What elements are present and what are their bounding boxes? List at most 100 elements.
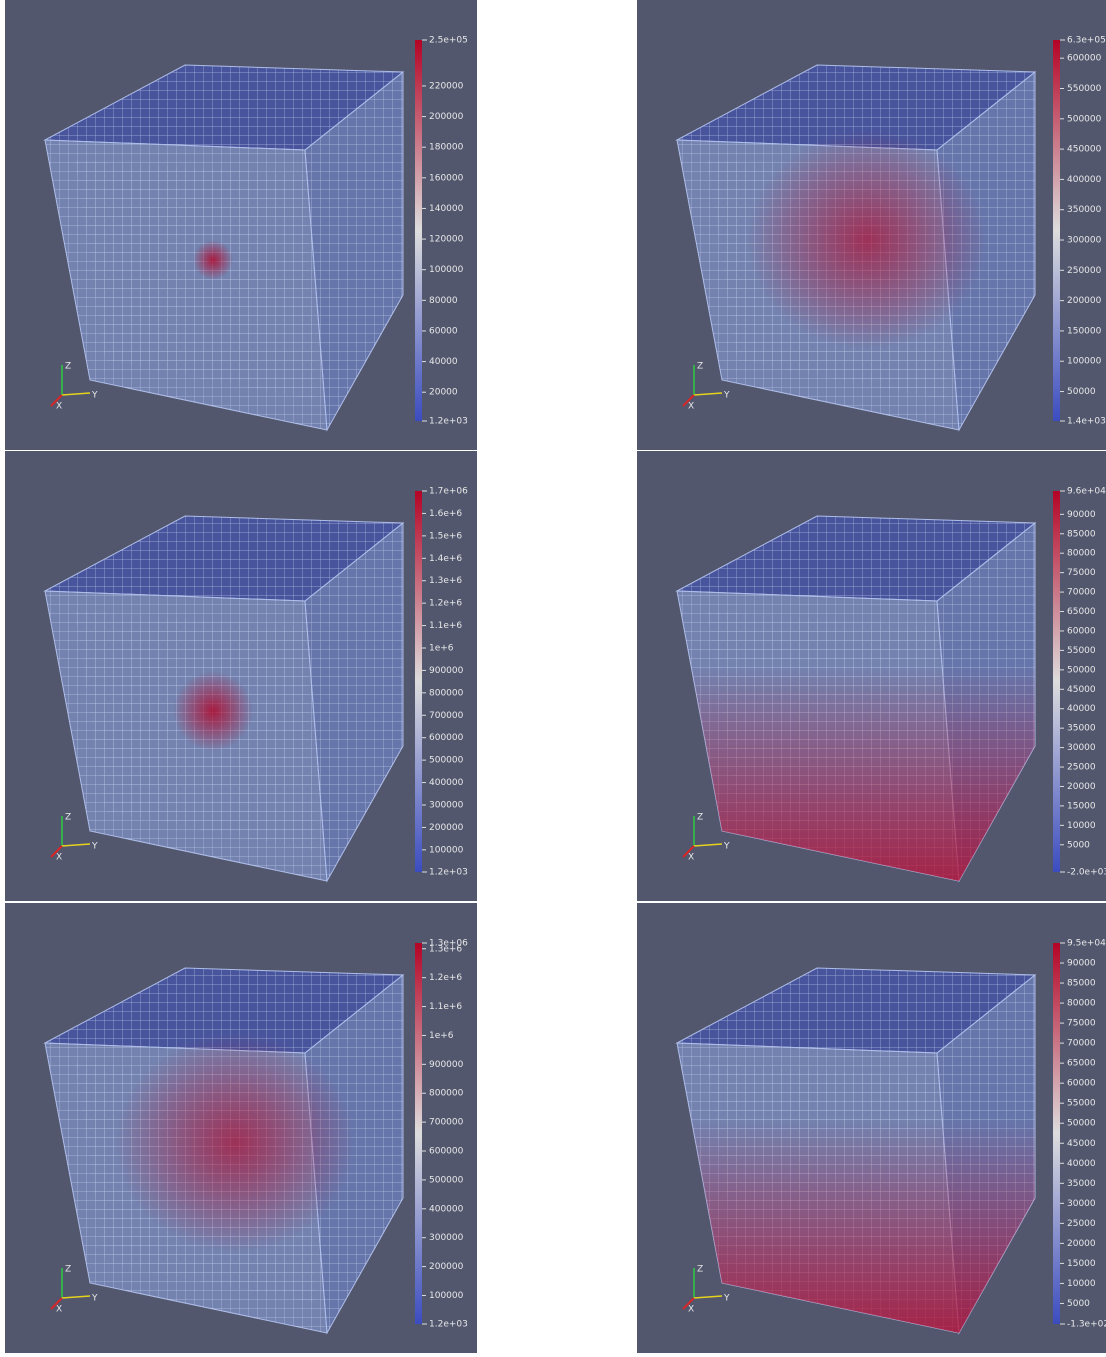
colorbar-tick-label: 900000 bbox=[429, 1060, 464, 1070]
triad-label: Y bbox=[723, 391, 730, 401]
colorbar-tick-label: 55000 bbox=[1067, 1099, 1096, 1109]
colorbar-tick-label: 5000 bbox=[1067, 840, 1090, 850]
triad-label: Y bbox=[723, 1294, 730, 1304]
triad-y bbox=[693, 1295, 723, 1299]
colorbar-tick-label: 160000 bbox=[429, 173, 464, 183]
colorbar-tick-label: 600000 bbox=[1067, 54, 1102, 64]
colorbar-tick-label: 1.4e+6 bbox=[429, 554, 462, 564]
colorbar-range-label: -2.0e+03 bbox=[1067, 868, 1106, 878]
colorbar-tick-label: 100000 bbox=[429, 265, 464, 275]
colorbar bbox=[1053, 40, 1060, 421]
colorbar-tick-label: 1.6e+6 bbox=[429, 509, 462, 519]
colorbar-tick-label: 50000 bbox=[1067, 665, 1096, 675]
colorbar-tick-label: 250000 bbox=[1067, 266, 1102, 276]
colorbar-tick-label: 350000 bbox=[1067, 205, 1102, 215]
colorbar-tick-label: 220000 bbox=[429, 81, 464, 91]
colorbar-tick-label: 50000 bbox=[1067, 387, 1096, 397]
colorbar-tick-label: 100000 bbox=[429, 1291, 464, 1301]
hot-region bbox=[115, 1033, 355, 1253]
colorbar-tick-label: 45000 bbox=[1067, 1139, 1096, 1149]
colorbar bbox=[415, 40, 422, 421]
hot-region bbox=[747, 130, 987, 350]
colorbar-tick-label: 20000 bbox=[1067, 782, 1096, 792]
triad-y bbox=[61, 1295, 91, 1299]
triad-label: Y bbox=[91, 391, 98, 401]
colorbar-tick-label: 800000 bbox=[429, 1089, 464, 1099]
colorbar-tick-label: 80000 bbox=[1067, 549, 1096, 559]
colorbar-tick-label: 50000 bbox=[1067, 1119, 1096, 1129]
cube-mesh bbox=[677, 65, 1035, 150]
colorbar-tick-label: 800000 bbox=[429, 688, 464, 698]
triad-label: Z bbox=[697, 362, 703, 372]
colorbar-tick-label: 75000 bbox=[1067, 568, 1096, 578]
colorbar-tick-label: 1.2e+6 bbox=[429, 599, 462, 609]
triad-label: Y bbox=[91, 842, 98, 852]
colorbar-tick-label: 400000 bbox=[429, 1204, 464, 1214]
colorbar-tick-label: 70000 bbox=[1067, 588, 1096, 598]
render-panel: Z Y X 1.7e+06 1.2e+03 100000 200000 300000 40000… bbox=[5, 451, 477, 901]
render-panel: Z Y X 6.3e+05 1.4e+03 50000 100000 150000 200000… bbox=[637, 0, 1106, 450]
colorbar-tick-label: 15000 bbox=[1067, 801, 1096, 811]
colorbar-tick-label: 700000 bbox=[429, 711, 464, 721]
colorbar-tick-label: 60000 bbox=[1067, 626, 1096, 636]
colorbar-tick-label: 20000 bbox=[429, 388, 458, 398]
triad-label: X bbox=[56, 853, 62, 863]
triad-y bbox=[693, 392, 723, 396]
colorbar-tick-label: 600000 bbox=[429, 733, 464, 743]
colorbar-tick-label: 45000 bbox=[1067, 685, 1096, 695]
colorbar bbox=[415, 943, 422, 1324]
colorbar-range-label: 1.2e+03 bbox=[429, 868, 468, 878]
triad-x bbox=[50, 845, 63, 858]
colorbar-tick-label: 1e+6 bbox=[429, 643, 454, 653]
colorbar-tick-label: 200000 bbox=[429, 112, 464, 122]
colorbar-tick-label: 65000 bbox=[1067, 1059, 1096, 1069]
cube-mesh bbox=[45, 65, 403, 150]
colorbar-tick-label: 25000 bbox=[1067, 763, 1096, 773]
hot-region bbox=[677, 523, 1035, 881]
triad-label: X bbox=[56, 1305, 62, 1315]
colorbar-tick-label: 600000 bbox=[429, 1147, 464, 1157]
triad-x bbox=[50, 394, 63, 407]
triad-label: Z bbox=[697, 1265, 703, 1275]
colorbar-tick-label: 1.5e+6 bbox=[429, 531, 462, 541]
colorbar-tick-label: 40000 bbox=[429, 357, 458, 367]
colorbar-tick-label: 15000 bbox=[1067, 1259, 1096, 1269]
colorbar-tick-label: 35000 bbox=[1067, 724, 1096, 734]
colorbar-tick-label: 450000 bbox=[1067, 145, 1102, 155]
colorbar-tick-label: 85000 bbox=[1067, 979, 1096, 989]
colorbar-tick-label: 70000 bbox=[1067, 1039, 1096, 1049]
colorbar-range-label: 2.5e+05 bbox=[429, 36, 468, 46]
colorbar-tick-label: 900000 bbox=[429, 666, 464, 676]
colorbar-tick-label: 25000 bbox=[1067, 1219, 1096, 1229]
colorbar-tick-label: 1e+6 bbox=[429, 1031, 454, 1041]
render-panel: Z Y X 9.5e+04 -1.3e+02 5000 10000 15000 20000 250… bbox=[637, 903, 1106, 1353]
colorbar-tick-label: 300000 bbox=[429, 800, 464, 810]
colorbar-tick-label: 30000 bbox=[1067, 1199, 1096, 1209]
cube-mesh bbox=[305, 523, 403, 881]
triad-label: Z bbox=[65, 362, 71, 372]
colorbar-tick-label: 80000 bbox=[1067, 999, 1096, 1009]
triad-x bbox=[50, 1297, 63, 1310]
colorbar-tick-label: 75000 bbox=[1067, 1019, 1096, 1029]
triad-label: Z bbox=[65, 1265, 71, 1275]
colorbar-range-label: -1.3e+02 bbox=[1067, 1320, 1106, 1330]
triad-x bbox=[682, 394, 695, 407]
render-panel: Z Y X 9.6e+04 -2.0e+03 5000 10000 15000 20000 250… bbox=[637, 451, 1106, 901]
colorbar-tick-label: 1.3e+6 bbox=[429, 944, 462, 954]
colorbar-tick-label: 1.1e+6 bbox=[429, 621, 462, 631]
hot-spot bbox=[173, 671, 253, 751]
colorbar-tick-label: 60000 bbox=[429, 326, 458, 336]
colorbar-tick-label: 40000 bbox=[1067, 704, 1096, 714]
colorbar-tick-label: 100000 bbox=[1067, 357, 1102, 367]
colorbar-tick-label: 10000 bbox=[1067, 1279, 1096, 1289]
colorbar-range-label: 1.7e+06 bbox=[429, 487, 468, 497]
colorbar-tick-label: 400000 bbox=[429, 778, 464, 788]
colorbar-tick-label: 40000 bbox=[1067, 1159, 1096, 1169]
colorbar-tick-label: 30000 bbox=[1067, 743, 1096, 753]
triad-y bbox=[61, 843, 91, 847]
colorbar-tick-label: 500000 bbox=[429, 1175, 464, 1185]
hot-spot bbox=[193, 240, 233, 280]
colorbar-tick-label: 120000 bbox=[429, 235, 464, 245]
colorbar-tick-label: 80000 bbox=[429, 296, 458, 306]
